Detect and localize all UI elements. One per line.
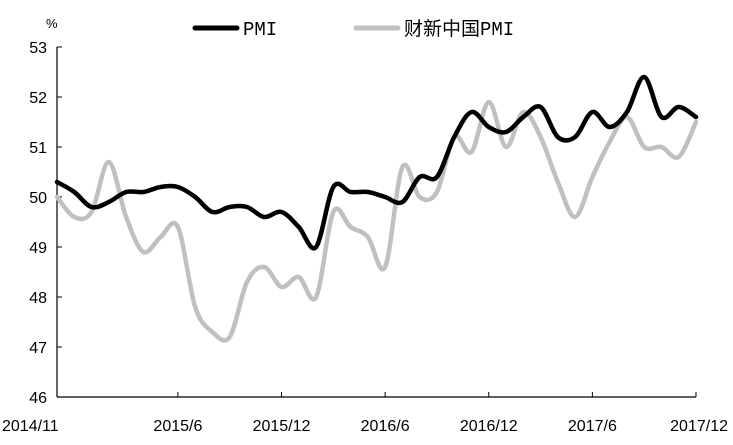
series-layer	[57, 77, 696, 341]
y-tick-label: 53	[29, 40, 47, 57]
x-axis: 2014/11 2015/6 2015/12 2016/6 2016/12 2017/6 2…	[2, 392, 728, 435]
y-tick-label: 49	[29, 240, 47, 257]
y-tick-label: 46	[29, 390, 47, 407]
x-tick-label: 2016/6	[361, 418, 410, 435]
y-tick-label: 48	[29, 290, 47, 307]
x-tick-label: 2014/11	[2, 418, 59, 435]
legend-item-caixin-pmi: 财新中国PMI	[356, 18, 514, 41]
y-tick-label: 52	[29, 90, 47, 107]
y-tick-label: 51	[29, 140, 47, 157]
y-unit-label: %	[46, 16, 58, 31]
x-tick-label: 2016/12	[460, 418, 518, 435]
legend-label: PMI	[243, 19, 277, 41]
x-tick-label: 2015/6	[153, 418, 202, 435]
x-tick-label: 2015/12	[253, 418, 311, 435]
y-tick-label: 50	[29, 190, 47, 207]
x-tick-label: 2017/6	[568, 418, 617, 435]
series-line-caixin-pmi	[57, 102, 696, 341]
legend: PMI 财新中国PMI	[195, 18, 514, 41]
legend-label: 财新中国PMI	[404, 18, 514, 41]
x-tick-label: 2017/12	[670, 418, 728, 435]
legend-item-pmi: PMI	[195, 19, 277, 41]
y-tick-label: 47	[29, 340, 47, 357]
y-axis: 46 47 48 49 50 51 52 53	[29, 40, 62, 407]
